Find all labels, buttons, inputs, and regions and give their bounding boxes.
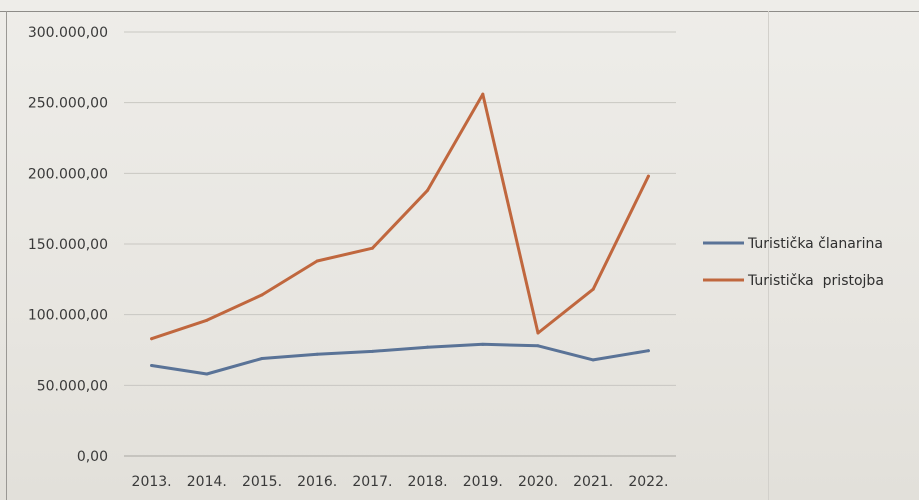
data-point [260,356,264,360]
y-axis-ticks: 0,00 50.000,00 100.000,00 150.000,00 200.000… [28,25,108,465]
x-tick-label: 2013. [132,474,172,490]
x-tick-label: 2022. [628,474,668,490]
series-line-1 [150,92,650,341]
x-tick-label: 2019. [463,474,503,490]
legend-label: Turistička pristojba [747,273,884,289]
gridlines [124,31,676,457]
data-point [315,352,319,356]
series-line-0 [150,342,650,376]
data-point [150,364,154,368]
y-tick-label: 200.000,00 [28,166,108,182]
y-tick-label: 100.000,00 [28,308,108,324]
data-point [646,349,650,353]
data-point [536,344,540,348]
chart-right-divider [768,11,769,500]
x-tick-label: 2016. [297,474,337,490]
data-point [591,358,595,362]
y-tick-label: 150.000,00 [28,237,108,253]
x-tick-label: 2020. [518,474,558,490]
x-tick-label: 2014. [187,474,227,490]
data-point [481,342,485,346]
series-lines [150,92,650,376]
x-tick-label: 2017. [352,474,392,490]
data-point [205,318,209,322]
y-tick-label: 0,00 [77,449,108,465]
data-point [370,349,374,353]
x-tick-label: 2021. [573,474,613,490]
legend: Turistička članarina Turistička pristojba [703,236,884,289]
x-tick-label: 2015. [242,474,282,490]
data-point [591,287,595,291]
data-point [370,246,374,250]
chart-top-border [0,11,919,12]
x-tick-label: 2018. [408,474,448,490]
y-tick-label: 50.000,00 [37,378,108,394]
data-point [426,345,430,349]
data-point [150,337,154,341]
y-tick-label: 250.000,00 [28,96,108,112]
y-tick-label: 300.000,00 [28,25,108,41]
data-point [536,331,540,335]
data-point [260,293,264,297]
legend-label: Turistička članarina [747,236,883,252]
chart-left-border [6,11,7,500]
data-point [426,188,430,192]
data-point [481,92,485,96]
data-point [315,259,319,263]
data-point [205,372,209,376]
data-point [646,174,650,178]
x-axis-ticks: 2013. 2014. 2015. 2016. 2017. 2018. 2019. 2020.… [132,474,669,490]
